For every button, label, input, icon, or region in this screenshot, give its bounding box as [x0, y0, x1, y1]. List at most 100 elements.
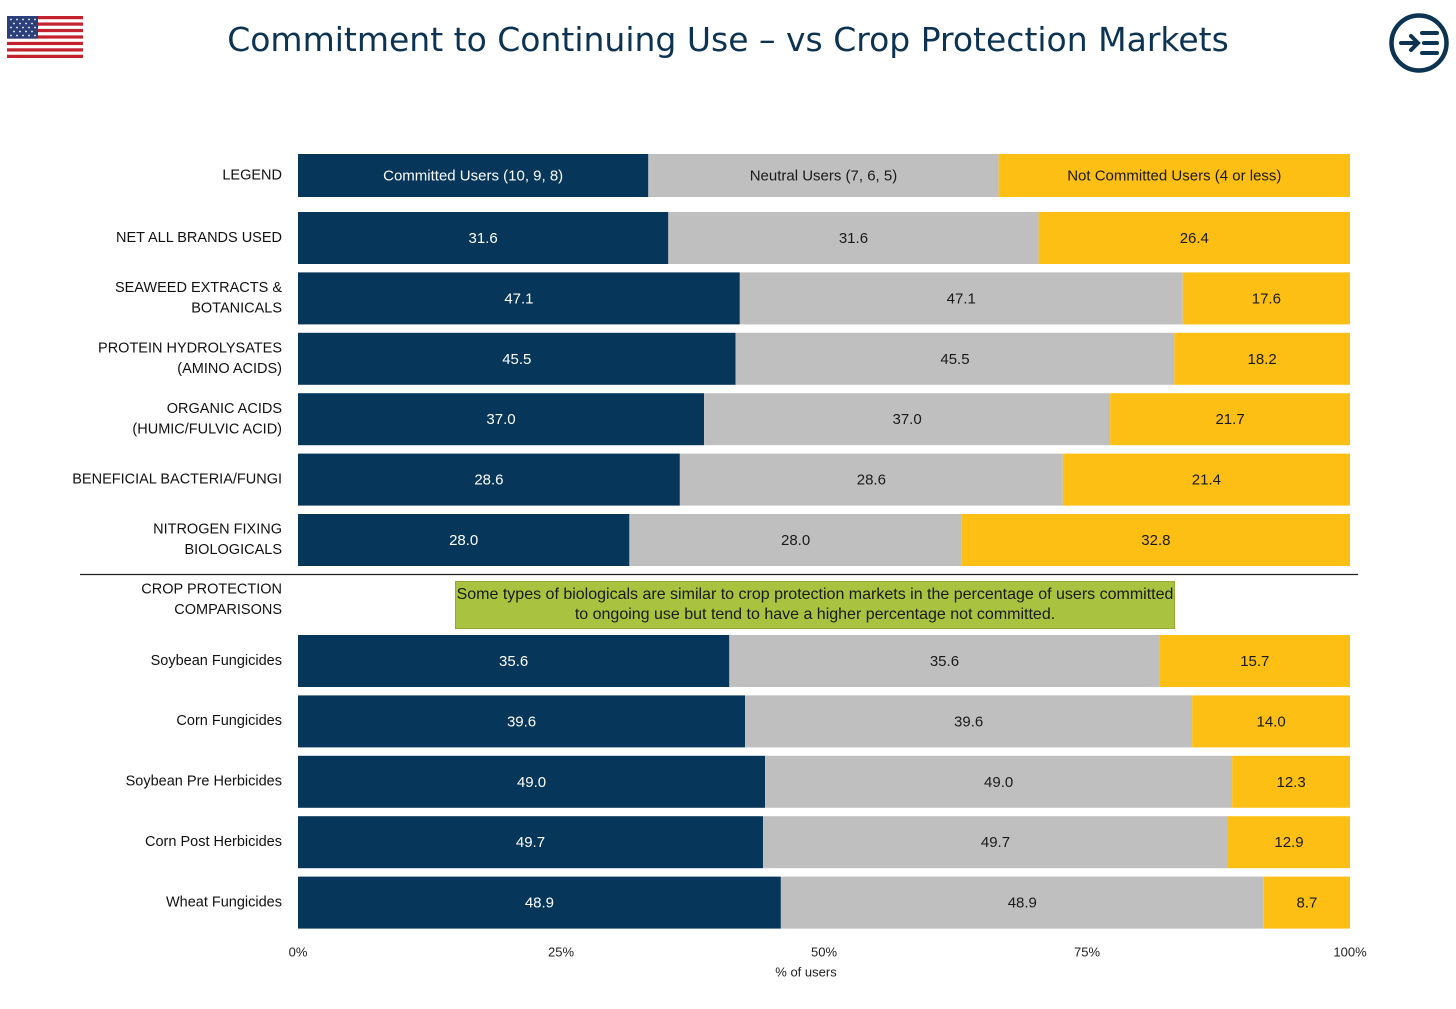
legend-title: LEGEND	[222, 167, 282, 183]
comparison-row-3-segment-1	[298, 755, 766, 808]
bar-row-1-segment-2	[668, 212, 1039, 264]
comparison-row-2-value-label-3: 14.0	[1256, 713, 1285, 730]
comparison-row-3-value-label-1: 49.0	[517, 774, 546, 791]
bar-row-4-value-label-3: 21.7	[1215, 411, 1244, 428]
legend-segment-2	[648, 154, 999, 197]
category-label: BENEFICIAL BACTERIA/FUNGI	[72, 471, 282, 487]
bar-row-3-segment-2	[735, 332, 1175, 385]
bar-row-6-segment-3	[961, 514, 1350, 566]
page-title: Commitment to Continuing Use – vs Crop P…	[227, 20, 1229, 59]
bar-row-4-segment-3	[1110, 393, 1350, 446]
bar-row-4-value-label-2: 37.0	[893, 411, 922, 428]
comparison-row-4-segment-3	[1227, 816, 1350, 869]
category-label: Soybean Pre Herbicides	[126, 774, 282, 790]
category-label: Soybean Fungicides	[151, 653, 282, 669]
section-header: CROP PROTECTION	[141, 582, 282, 598]
bar-row-2-segment-1	[298, 272, 740, 325]
comparison-row-2-segment-3	[1192, 695, 1350, 748]
category-label: BIOLOGICALS	[184, 542, 282, 558]
comparison-row-5-value-label-2: 48.9	[1008, 895, 1037, 912]
category-label: (AMINO ACIDS)	[177, 361, 282, 377]
category-label: (HUMIC/FULVIC ACID)	[132, 421, 282, 437]
comparison-row-1-value-label-2: 35.6	[930, 653, 959, 670]
bar-row-6-value-label-2: 28.0	[781, 532, 810, 549]
comparison-row-4-segment-1	[298, 816, 763, 869]
comparison-row-3-value-label-2: 49.0	[984, 774, 1013, 791]
comparison-row-4-segment-2	[762, 816, 1228, 869]
x-tick-label: 100%	[1333, 944, 1367, 959]
comparison-row-2-segment-1	[298, 695, 746, 748]
bar-row-1-value-label-3: 26.4	[1180, 230, 1209, 247]
x-tick-label: 25%	[548, 944, 574, 959]
comparison-row-5-segment-1	[298, 876, 781, 929]
bar-row-4-value-label-1: 37.0	[486, 411, 515, 428]
comparison-row-1-segment-2	[729, 635, 1160, 687]
category-label: ORGANIC ACIDS	[167, 401, 282, 417]
comparison-row-3-segment-3	[1232, 755, 1350, 808]
category-label: Corn Fungicides	[176, 713, 282, 729]
bar-row-2-segment-2	[739, 272, 1183, 325]
menu-arrow-logo-icon[interactable]	[1388, 12, 1450, 74]
comparison-row-3-value-label-3: 12.3	[1276, 774, 1305, 791]
comparison-row-5-value-label-3: 8.7	[1296, 895, 1317, 912]
legend-segment-3	[998, 154, 1350, 197]
category-label: PROTEIN HYDROLYSATES	[98, 340, 282, 356]
comparison-row-4-value-label-2: 49.7	[981, 834, 1010, 851]
bar-row-3-value-label-2: 45.5	[940, 351, 969, 368]
bar-row-4-segment-1	[298, 393, 705, 446]
x-tick-label: 75%	[1074, 944, 1100, 959]
legend-value-label-3: Not Committed Users (4 or less)	[1067, 167, 1281, 184]
bar-row-3-value-label-1: 45.5	[502, 351, 531, 368]
comparison-row-3-segment-2	[765, 755, 1233, 808]
comparison-row-5-value-label-1: 48.9	[525, 895, 554, 912]
legend-value-label-2: Neutral Users (7, 6, 5)	[750, 167, 898, 184]
comparison-row-2-value-label-2: 39.6	[954, 713, 983, 730]
x-tick-label: 50%	[811, 944, 837, 959]
bar-row-1-segment-1	[298, 212, 669, 264]
bar-row-3-segment-1	[298, 332, 736, 385]
category-label: Corn Post Herbicides	[145, 834, 282, 850]
bar-row-2-value-label-1: 47.1	[504, 290, 533, 307]
comparison-row-5-segment-3	[1263, 876, 1350, 929]
bar-row-2-value-label-3: 17.6	[1252, 290, 1281, 307]
bar-row-5-value-label-1: 28.6	[474, 472, 503, 489]
bar-row-2-segment-3	[1182, 272, 1350, 325]
bar-row-6-segment-2	[629, 514, 962, 566]
bar-row-5-segment-1	[298, 453, 680, 506]
category-label: NITROGEN FIXING	[153, 522, 282, 538]
comparison-row-2-value-label-1: 39.6	[507, 713, 536, 730]
bar-row-5-value-label-3: 21.4	[1192, 472, 1221, 489]
bar-row-5-segment-2	[679, 453, 1063, 506]
bar-row-6-value-label-1: 28.0	[449, 532, 478, 549]
bar-row-6-segment-1	[298, 514, 630, 566]
bar-row-1-segment-3	[1038, 212, 1350, 264]
bar-row-2-value-label-2: 47.1	[947, 290, 976, 307]
callout-note: Some types of biologicals are similar to…	[455, 581, 1175, 629]
comparison-row-5-segment-2	[780, 876, 1264, 929]
x-tick-label: 0%	[289, 944, 308, 959]
comparison-row-1-value-label-3: 15.7	[1240, 653, 1269, 670]
comparison-row-4-value-label-1: 49.7	[516, 834, 545, 851]
bar-row-1-value-label-2: 31.6	[839, 230, 868, 247]
category-label: NET ALL BRANDS USED	[116, 230, 282, 246]
legend-value-label-1: Committed Users (10, 9, 8)	[383, 167, 563, 184]
bar-row-6-value-label-3: 32.8	[1141, 532, 1170, 549]
bar-row-5-value-label-2: 28.6	[857, 472, 886, 489]
category-label: BOTANICALS	[191, 300, 282, 316]
category-label: Wheat Fungicides	[166, 894, 282, 910]
bar-row-3-value-label-3: 18.2	[1248, 351, 1277, 368]
comparison-row-1-value-label-1: 35.6	[499, 653, 528, 670]
x-axis-title: % of users	[775, 964, 837, 979]
bar-row-1-value-label-1: 31.6	[469, 230, 498, 247]
bar-row-4-segment-2	[704, 393, 1111, 446]
bar-row-3-segment-3	[1174, 332, 1350, 385]
section-header: COMPARISONS	[174, 602, 282, 618]
comparison-row-4-value-label-3: 12.9	[1274, 834, 1303, 851]
comparison-row-1-segment-1	[298, 635, 730, 687]
bar-row-5-segment-3	[1062, 453, 1350, 506]
comparison-row-2-segment-2	[745, 695, 1193, 748]
category-label: SEAWEED EXTRACTS &	[115, 280, 282, 296]
us-flag-icon	[7, 16, 83, 58]
comparison-row-1-segment-3	[1159, 635, 1350, 687]
